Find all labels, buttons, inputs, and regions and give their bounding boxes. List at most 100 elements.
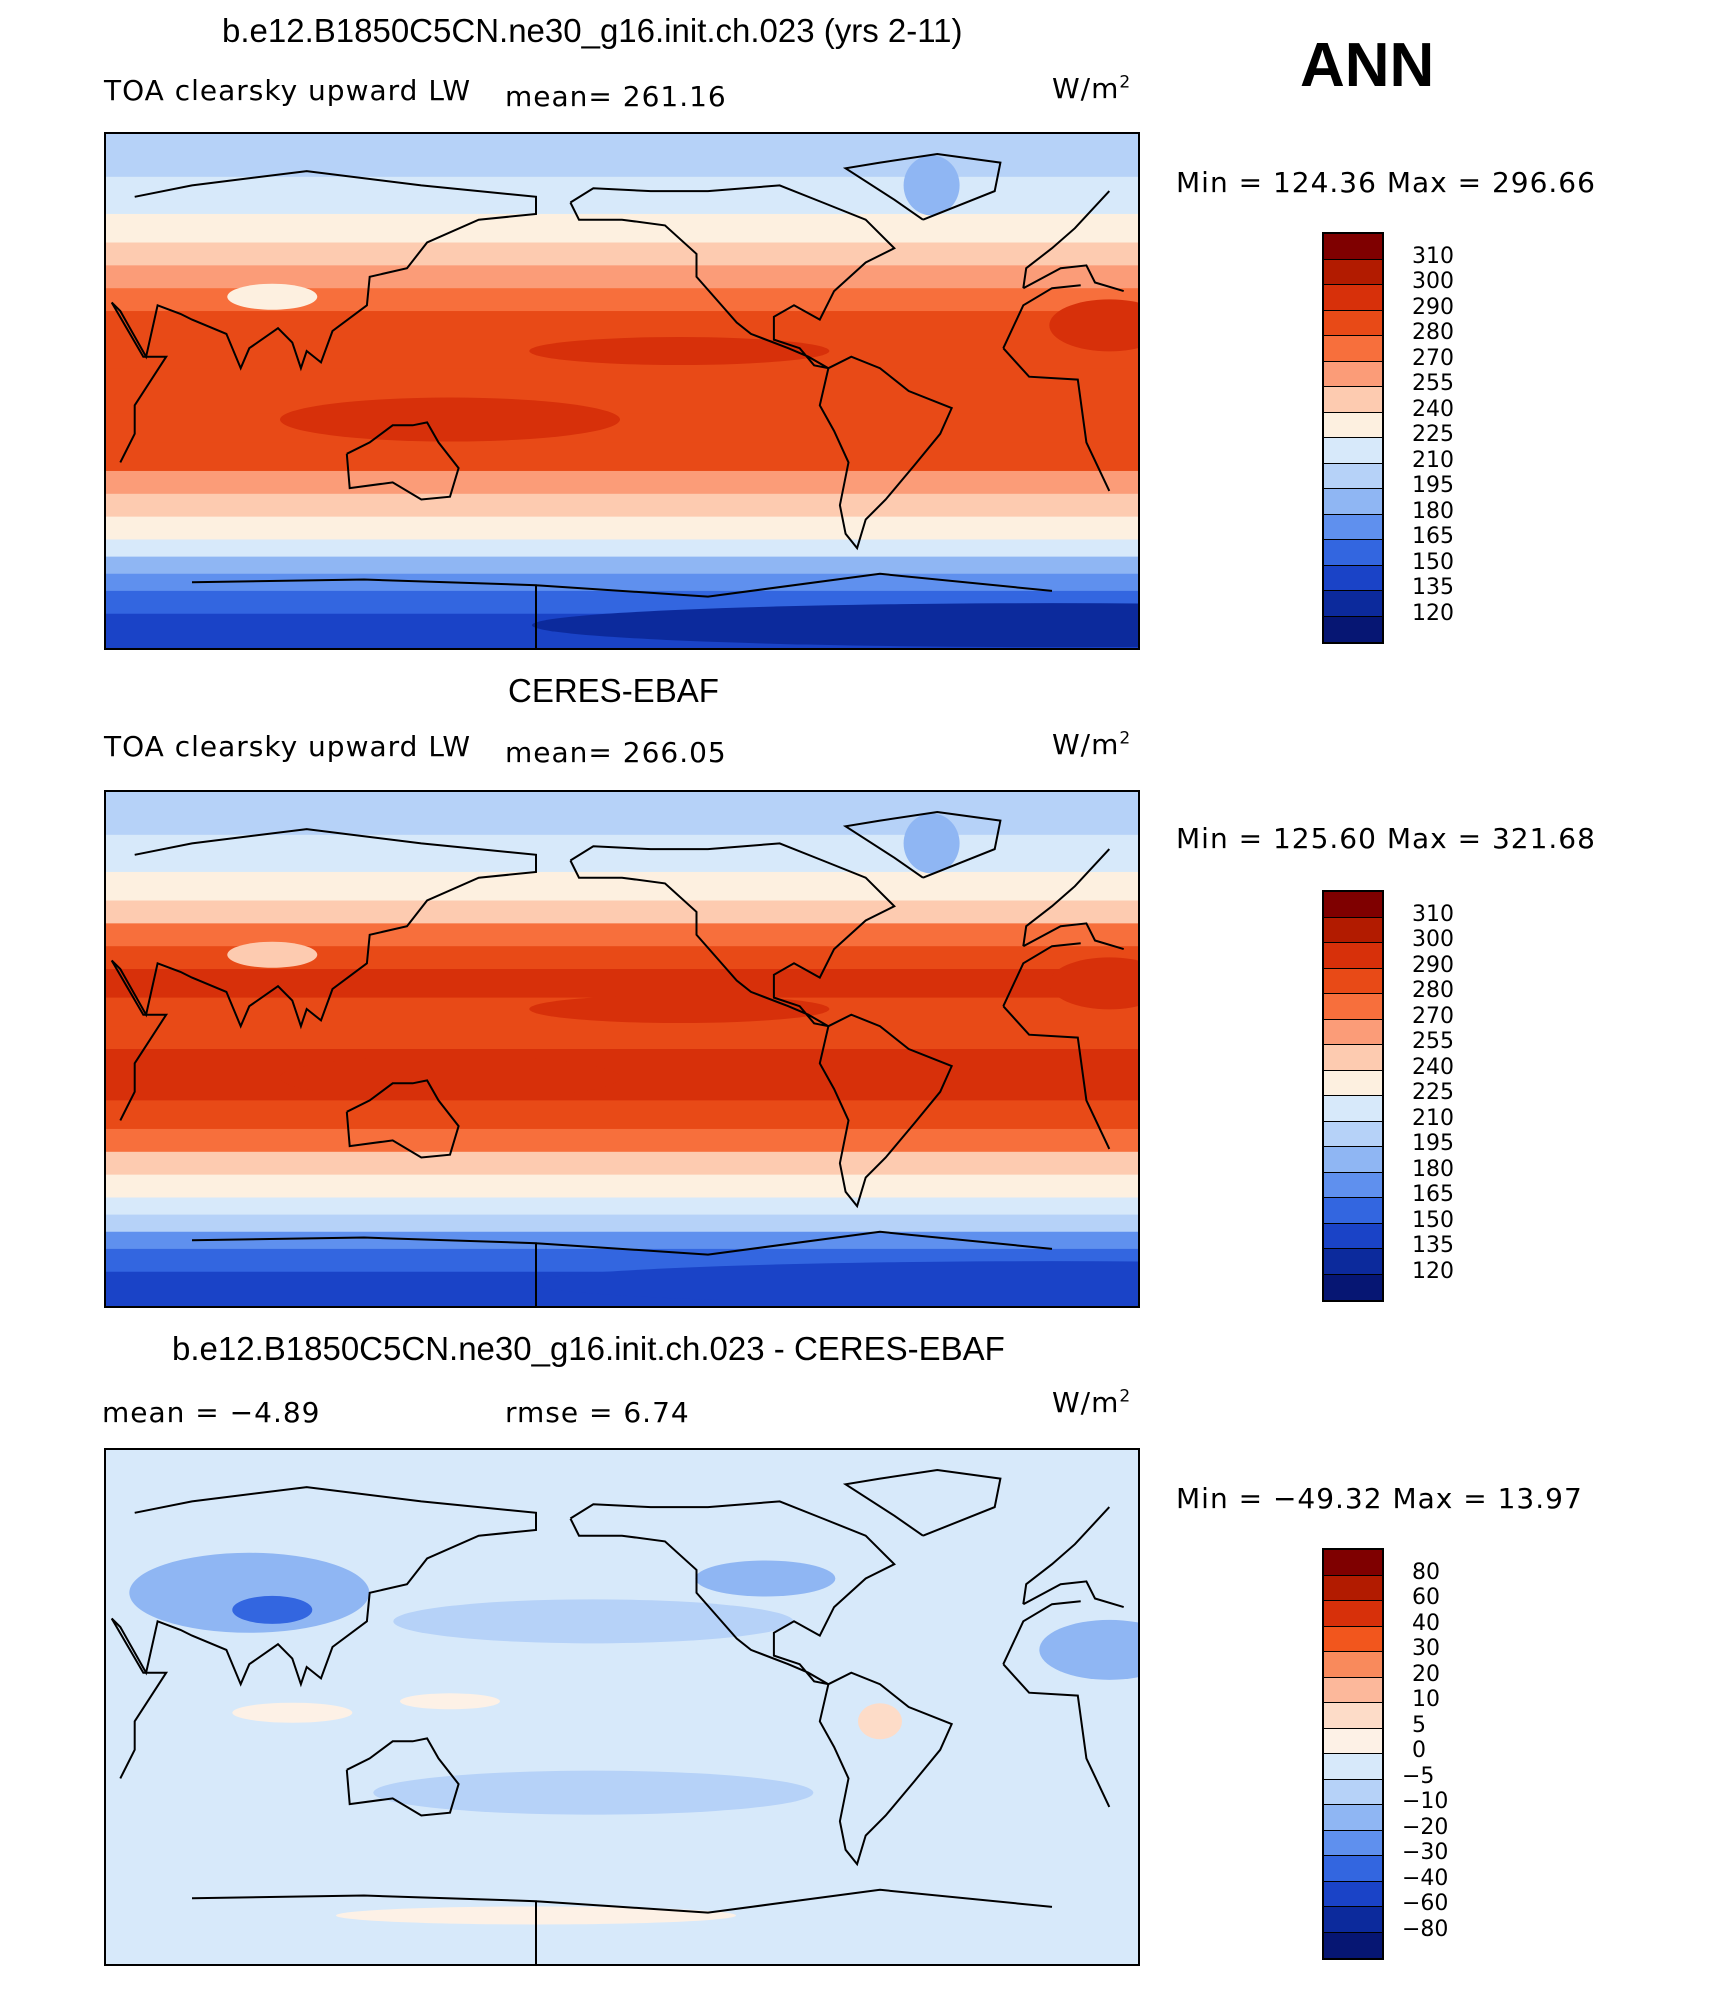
colorbar-segment (1324, 1626, 1382, 1652)
colorbar-segment (1324, 514, 1382, 540)
panel-2-mean-label: mean= 266.05 (505, 736, 727, 769)
zonal-band (106, 946, 1138, 970)
zonal-band (106, 900, 1138, 924)
greenland-outline (842, 810, 1002, 879)
diff-feature (1039, 1619, 1138, 1680)
season-label: ANN (1300, 31, 1435, 100)
colorbar-tick-label: −5 (1402, 1763, 1435, 1789)
diff-feature (373, 1770, 814, 1815)
panel-3-colorbar (1322, 1548, 1384, 1960)
zonal-band (106, 516, 1138, 540)
colorbar-segment (1324, 1550, 1382, 1576)
sahara-feature (1049, 957, 1138, 1010)
colorbar-tick-label: 195 (1412, 473, 1454, 498)
colorbar-segment (1324, 591, 1382, 617)
colorbar-segment (1324, 1881, 1382, 1907)
panel-1-mean-label: mean= 261.16 (505, 80, 727, 113)
zonal-band (106, 1231, 1138, 1250)
zonal-band (106, 176, 1138, 215)
colorbar-segment (1324, 387, 1382, 413)
colorbar-segment (1324, 1728, 1382, 1754)
colorbar-tick-label: −30 (1402, 1840, 1449, 1865)
zonal-band (106, 368, 1138, 392)
panel-2-title: CERES-EBAF (508, 672, 719, 709)
colorbar-tick-label: 0 (1412, 1738, 1426, 1763)
panel-3-rmse-label: rmse = 6.74 (505, 1396, 690, 1429)
panel-1-minmax: Min = 124.36 Max = 296.66 (1176, 166, 1596, 199)
colorbar-tick-label: 240 (1412, 396, 1454, 422)
greenland-feature (903, 155, 960, 216)
south-america-outline (818, 355, 954, 551)
zonal-band (106, 556, 1138, 575)
colorbar-segment (1324, 616, 1382, 642)
zonal-band (106, 442, 1138, 472)
warm-core (529, 337, 830, 366)
panel-1-map (104, 132, 1140, 650)
europe-asia-outline (110, 170, 1124, 372)
zonal-band (106, 288, 1138, 312)
colorbar-tick-label: 300 (1412, 269, 1454, 294)
colorbar-tick-label: −80 (1402, 1916, 1449, 1942)
colorbar-segment (1324, 259, 1382, 285)
colorbar-segment (1324, 1830, 1382, 1856)
panel-3-units: W/m2 (1052, 1386, 1132, 1419)
zonal-band (106, 470, 1138, 495)
panel-3-minmax: Min = −49.32 Max = 13.97 (1176, 1482, 1583, 1515)
tibet-feature (227, 283, 318, 310)
diff-feature (400, 1693, 500, 1710)
zonal-band (106, 539, 1138, 558)
colorbar-tick-label: −10 (1402, 1789, 1449, 1814)
zonal-band (106, 391, 1138, 415)
south-america-outline (818, 1013, 954, 1209)
antarctica-feature (532, 1261, 1138, 1306)
colorbar-segment (1324, 1677, 1382, 1703)
zonal-band (106, 1214, 1138, 1233)
colorbar-tick-label: 20 (1412, 1661, 1440, 1687)
zonal-band (106, 311, 1138, 341)
panel-1-colorbar (1322, 232, 1384, 644)
panel-2-variable-label: TOA clearsky upward LW (104, 730, 472, 763)
zonal-band (106, 1151, 1138, 1176)
colorbar-segment (1324, 1652, 1382, 1678)
colorbar-segment (1324, 1932, 1382, 1958)
colorbar-segment (1324, 1070, 1382, 1096)
colorbar-tick-label: 10 (1412, 1687, 1440, 1712)
greenland-outline (842, 152, 1002, 221)
diff-feature (393, 1599, 794, 1644)
colorbar-tick-label: 255 (1412, 371, 1454, 396)
panel-2-units: W/m2 (1052, 728, 1132, 761)
colorbar-segment (1324, 336, 1382, 362)
colorbar-segment (1324, 412, 1382, 438)
colorbar-segment (1324, 1223, 1382, 1249)
north-america-outline (569, 184, 896, 370)
colorbar-tick-label: 225 (1412, 1080, 1454, 1105)
colorbar-segment (1324, 1198, 1382, 1224)
colorbar-segment (1324, 310, 1382, 336)
colorbar-tick-label: 120 (1412, 1258, 1454, 1284)
panel-1-variable-label: TOA clearsky upward LW (104, 74, 472, 107)
colorbar-segment (1324, 1045, 1382, 1071)
colorbar-segment (1324, 361, 1382, 387)
zonal-band (106, 573, 1138, 592)
colorbar-tick-label: 180 (1412, 498, 1454, 524)
colorbar-tick-label: 255 (1412, 1029, 1454, 1054)
warm-core (280, 397, 620, 442)
colorbar-tick-label: 80 (1412, 1559, 1440, 1585)
diff-feature (695, 1560, 836, 1597)
colorbar-segment (1324, 565, 1382, 591)
colorbar-tick-label: 290 (1412, 952, 1454, 978)
colorbar-tick-label: 270 (1412, 345, 1454, 371)
zonal-band (106, 1071, 1138, 1101)
colorbar-segment (1324, 1096, 1382, 1122)
diff-feature (232, 1702, 353, 1723)
colorbar-segment (1324, 540, 1382, 566)
colorbar-segment (1324, 1172, 1382, 1198)
colorbar-tick-label: 280 (1412, 978, 1454, 1003)
colorbar-segment (1324, 1703, 1382, 1729)
europe-asia-outline (110, 828, 1124, 1030)
zonal-band (106, 834, 1138, 873)
colorbar-segment (1324, 1754, 1382, 1780)
greenland-feature (903, 813, 960, 874)
sahara-feature (1049, 299, 1138, 352)
australia-outline (345, 421, 460, 501)
